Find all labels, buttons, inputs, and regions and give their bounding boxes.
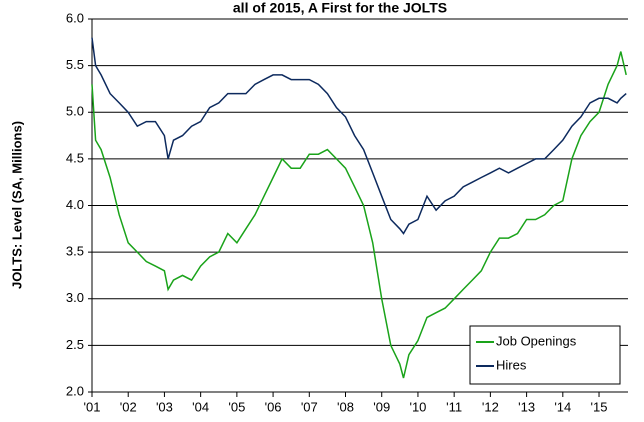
x-tick-label: '13 <box>518 399 535 414</box>
y-tick-label: 5.0 <box>66 104 84 119</box>
y-tick-label: 6.0 <box>66 10 84 25</box>
y-tick-label: 3.5 <box>66 244 84 259</box>
x-tick-label: '08 <box>337 399 354 414</box>
x-tick-label: '10 <box>409 399 426 414</box>
x-tick-label: '02 <box>120 399 137 414</box>
x-tick-label: '15 <box>591 399 608 414</box>
legend-label: Job Openings <box>496 333 577 348</box>
y-tick-label: 3.0 <box>66 290 84 305</box>
y-tick-label: 2.0 <box>66 383 84 398</box>
legend-label: Hires <box>496 357 527 372</box>
x-tick-label: '04 <box>192 399 209 414</box>
series-line <box>91 37 627 235</box>
chart-title: all of 2015, A First for the JOLTS <box>233 0 447 16</box>
y-axis-label: JOLTS: Level (SA, Millions) <box>9 121 24 289</box>
legend-box <box>469 325 621 385</box>
x-tick-label: '11 <box>446 399 462 414</box>
x-tick-label: '09 <box>373 399 390 414</box>
x-tick-label: '07 <box>301 399 318 414</box>
y-tick-label: 4.0 <box>66 197 84 212</box>
series-line <box>91 51 627 379</box>
x-tick-label: '01 <box>84 399 101 414</box>
y-tick-label: 2.5 <box>66 337 84 352</box>
x-tick-label: '03 <box>156 399 173 414</box>
y-tick-label: 5.5 <box>66 57 84 72</box>
x-tick-label: '12 <box>482 399 499 414</box>
y-tick-label: 4.5 <box>66 150 84 165</box>
x-tick-label: '05 <box>228 399 245 414</box>
x-tick-label: '14 <box>554 399 571 414</box>
x-tick-label: '06 <box>265 399 282 414</box>
